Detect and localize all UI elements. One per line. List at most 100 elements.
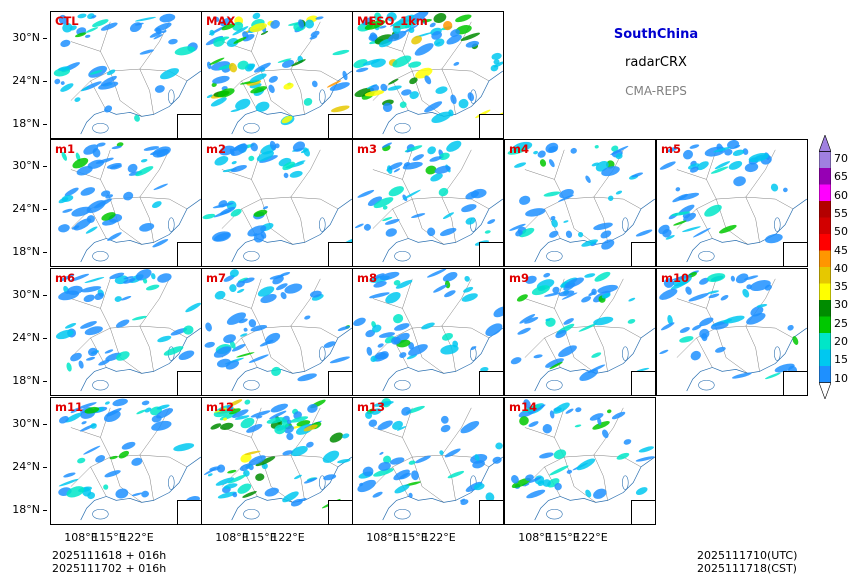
colorbar-over-triangle — [819, 135, 831, 152]
map-panel-m7: m7 — [201, 268, 353, 396]
radar-map — [511, 399, 655, 521]
lat-tick-label: 30°N — [2, 417, 47, 430]
map-panel-m5: m5 — [656, 139, 808, 267]
colorbar-level-label: 45 — [834, 243, 848, 257]
lat-tick-label: 30°N — [2, 31, 47, 44]
map-panel-m6: m6 — [50, 268, 202, 396]
radar-map — [204, 399, 352, 521]
colorbar-level-label: 30 — [834, 298, 848, 312]
colorbar-level-label: 20 — [834, 335, 848, 348]
radar-map — [53, 13, 201, 135]
colorbar-level-label: 50 — [834, 225, 848, 239]
lat-tick-label: 30°N — [2, 159, 47, 172]
lat-tick-label: 18°N — [2, 117, 47, 130]
panel-label: CTL — [55, 14, 79, 28]
variable-title: radarCRX — [625, 55, 687, 70]
panel-label: m7 — [206, 271, 226, 285]
south-china-sea-inset — [631, 242, 655, 266]
lat-tick-label: 24°N — [2, 202, 47, 215]
map-panel-m13: m13 — [352, 397, 504, 525]
radar-map — [204, 269, 352, 392]
colorbar-level-label: 65 — [834, 170, 848, 184]
colorbar-segment — [819, 151, 831, 168]
lat-tick-label: 24°N — [2, 74, 47, 87]
panel-label: MESO_1km — [357, 14, 428, 28]
map-panel-m9: m9 — [504, 268, 656, 396]
colorbar-level-label: 55 — [834, 206, 848, 220]
panel-label: m10 — [661, 271, 689, 285]
colorbar-level-label: 70 — [834, 152, 848, 165]
map-panel-m12: m12 — [201, 397, 353, 525]
panel-label: m6 — [55, 271, 75, 285]
colorbar-segment — [819, 267, 831, 284]
south-china-sea-inset — [783, 371, 807, 395]
south-china-sea-inset — [631, 500, 655, 524]
lon-tick-label: 108°E — [366, 531, 400, 544]
colorbar-segment — [819, 217, 831, 234]
south-china-sea-inset — [479, 114, 503, 138]
init-time-cst: 2025111702 + 016h — [52, 562, 167, 575]
region-title: SouthChina — [613, 27, 699, 42]
south-china-sea-inset — [328, 500, 352, 524]
valid-time-cst: 2025111718(CST) — [697, 562, 797, 575]
init-time-utc: 2025111618 + 016h — [52, 549, 167, 562]
colorbar-segment — [819, 283, 831, 300]
colorbar-level-label: 10 — [834, 371, 848, 385]
lon-tick-label: 122°E — [271, 531, 305, 544]
radar-map — [507, 141, 655, 263]
radar-map — [353, 269, 503, 392]
lon-tick-label: 122°E — [120, 531, 154, 544]
colorbar-segment — [819, 366, 831, 383]
south-china-sea-inset — [631, 371, 655, 395]
lon-tick-label: 108°E — [64, 531, 98, 544]
colorbar-segment — [819, 234, 831, 251]
lat-tick-label: 24°N — [2, 460, 47, 473]
radar-map — [202, 140, 352, 263]
map-panel-max: MAX — [201, 11, 353, 139]
lon-tick-label: 115°E — [243, 531, 277, 544]
panel-label: m5 — [661, 142, 681, 156]
map-panel-m10: m10 — [656, 268, 808, 396]
south-china-sea-inset — [328, 371, 352, 395]
lon-tick-label: 115°E — [92, 531, 126, 544]
lon-tick-label: 108°E — [518, 531, 552, 544]
colorbar-segment — [819, 168, 831, 185]
colorbar-level-label: 35 — [834, 280, 848, 294]
panel-label: m11 — [55, 400, 83, 414]
map-panel-m1: m1 — [50, 139, 202, 267]
valid-time-block: 2025111710(UTC) 2025111718(CST) — [697, 549, 797, 575]
south-china-sea-inset — [328, 114, 352, 138]
map-panel-m4: m4 — [504, 139, 656, 267]
colorbar-segment — [819, 316, 831, 333]
panel-label: m9 — [509, 271, 529, 285]
colorbar-under-triangle — [819, 382, 831, 399]
lon-tick-label: 115°E — [394, 531, 428, 544]
radar-map — [658, 140, 807, 263]
map-panel-m2: m2 — [201, 139, 353, 267]
lat-tick-label: 30°N — [2, 288, 47, 301]
colorbar-segment — [819, 333, 831, 350]
lat-tick-label: 18°N — [2, 245, 47, 258]
map-panel-meso-1km: MESO_1km — [352, 11, 504, 139]
lon-tick-label: 108°E — [215, 531, 249, 544]
south-china-sea-inset — [479, 242, 503, 266]
radar-map — [354, 140, 503, 263]
map-panel-m8: m8 — [352, 268, 504, 396]
valid-time-utc: 2025111710(UTC) — [697, 549, 798, 562]
init-time-block: 2025111618 + 016h 2025111702 + 016h — [52, 549, 166, 575]
panel-label: MAX — [206, 14, 236, 28]
colorbar-segment — [819, 201, 831, 218]
colorbar-segment — [819, 184, 831, 201]
colorbar-level-label: 60 — [834, 188, 848, 202]
lat-tick-label: 18°N — [2, 374, 47, 387]
radar-map — [510, 271, 655, 392]
panel-label: m14 — [509, 400, 537, 414]
south-china-sea-inset — [177, 371, 201, 395]
radar-map — [58, 398, 201, 521]
colorbar-level-label: 40 — [834, 261, 848, 275]
colorbar-segment — [819, 300, 831, 317]
panel-label: m12 — [206, 400, 234, 414]
south-china-sea-inset — [479, 371, 503, 395]
south-china-sea-inset — [177, 242, 201, 266]
lon-tick-label: 122°E — [574, 531, 608, 544]
